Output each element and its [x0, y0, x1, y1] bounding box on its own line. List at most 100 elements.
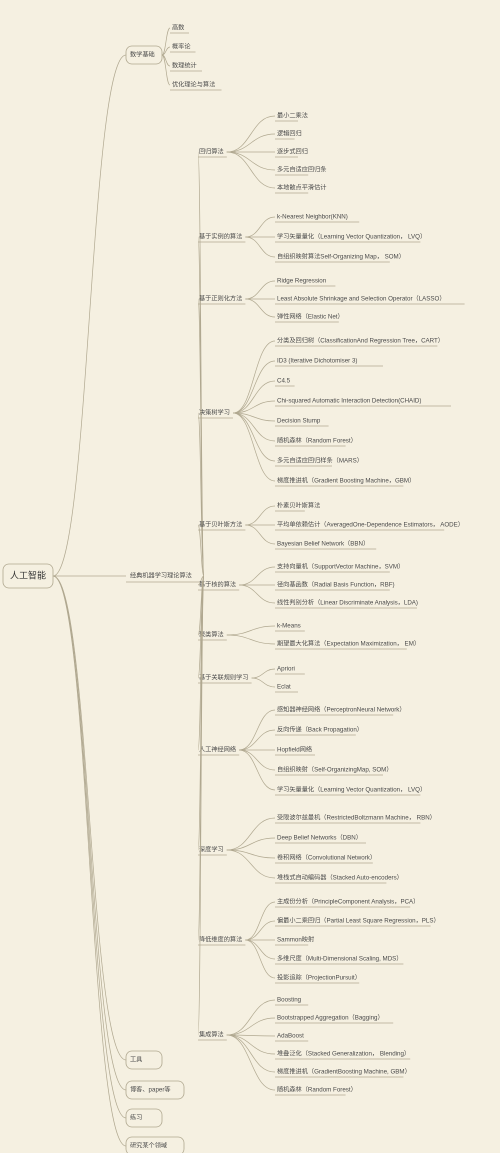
leaf-nn-1: 反向传递（Back Propagation）: [277, 726, 363, 734]
branch-root-tool: [53, 576, 126, 1060]
leaf-dim-2: Sammon映射: [277, 936, 314, 944]
l1-label-tool: 工具: [130, 1057, 142, 1064]
branch-dim-3: [245, 940, 275, 959]
branch-reg-0: [227, 116, 275, 152]
leaf-tree-0: 分类及回归树（ClassificationAnd Regression Tree…: [277, 337, 444, 345]
leaf-dim-4: 投影追踪（ProjectionPursuit）: [277, 974, 361, 982]
leaf-clus-1: 期望最大化算法（Expectation Maximization， EM）: [277, 640, 420, 648]
leaf-ens-5: 随机森林（Random Forest）: [277, 1086, 357, 1094]
leaf-reg-2: 逐步式回归: [277, 148, 308, 156]
branch-root-blog: [53, 576, 126, 1090]
leaf-reg-3: 多元自适应回归条: [277, 166, 327, 174]
branch-tree-6: [233, 413, 275, 461]
leaf-asso-0: Apriori: [277, 666, 295, 673]
leaf-nn-4: 学习矢量量化（Learning Vector Quantization， LVQ…: [277, 786, 426, 794]
l1-label-res: 研究某个领域: [130, 1142, 167, 1150]
leaf-tree-2: C4.5: [277, 378, 291, 385]
math-leaf-1: 概率论: [172, 43, 191, 51]
branch-ens-0: [227, 1000, 275, 1035]
l2-label-dim: 降低维度的算法: [199, 936, 242, 944]
leaf-tree-5: 随机森林（Random Forest）: [277, 437, 357, 445]
branch-dim-1: [245, 921, 275, 940]
branch-clus-0: [227, 626, 275, 635]
math-leaf-0: 高数: [172, 24, 185, 32]
branch-tree-2: [233, 381, 275, 413]
leaf-nn-3: 自组织映射（Self-OrganizingMap, SOM）: [277, 766, 393, 774]
leaf-bayes-2: Bayesian Belief Network（BBN）: [277, 541, 369, 548]
branch-root-prac: [53, 576, 126, 1118]
leaf-tree-4: Decision Stump: [277, 418, 321, 425]
branch-ens-1: [227, 1018, 275, 1035]
math-leaf-3: 优化理论与算法: [172, 81, 215, 89]
leaf-ens-4: 梯度推进机（GradientBoosting Machine, GBM）: [277, 1068, 411, 1076]
l2-label-bayes: 基于贝叶斯方法: [199, 521, 242, 529]
branch-kern-2: [239, 585, 275, 603]
leaf-tree-7: 梯度推进机（Gradient Boosting Machine，GBM）: [277, 477, 415, 485]
branch-tree-0: [233, 341, 275, 413]
leaf-regz-1: Least Absolute Shrinkage and Selection O…: [277, 296, 446, 303]
l2-label-inst: 基于实例的算法: [199, 233, 242, 241]
branch-regz-2: [245, 299, 275, 317]
branch-kern-0: [239, 567, 275, 585]
leaf-reg-0: 最小二乘法: [277, 112, 308, 120]
leaf-deep-1: Deep Belief Networks（DBN）: [277, 835, 362, 842]
leaf-inst-2: 自组织映射算法Self-Organizing Map， SOM）: [277, 253, 405, 261]
leaf-kern-0: 支持向量机（SupportVector Machine，SVM）: [277, 563, 404, 571]
l2-label-reg: 回归算法: [199, 148, 224, 156]
branch-math-3: [162, 55, 170, 85]
branch-deep-0: [227, 818, 275, 850]
leaf-deep-3: 堆栈式自动编码器（Stacked Auto-encoders）: [277, 874, 403, 882]
leaf-asso-1: Eclat: [277, 684, 291, 691]
leaf-dim-1: 偏最小二乘回归（Partial Least Square Regression，…: [277, 917, 440, 925]
leaf-clus-0: k-Means: [277, 623, 301, 630]
l2-label-deep: 深度学习: [199, 846, 224, 854]
l2-label-ens: 集成算法: [199, 1031, 224, 1039]
branch-nn-0: [239, 710, 275, 750]
leaf-tree-1: ID3 (Iterative Dichotomiser 3): [277, 358, 357, 365]
branch-deep-1: [227, 838, 275, 850]
leaf-deep-2: 卷积网络（Convolutional Network）: [277, 854, 376, 862]
branch-reg-1: [227, 134, 275, 152]
l1-label-blog: 博客、paper等: [130, 1086, 171, 1094]
l2-label-tree: 决策树学习: [199, 409, 230, 417]
branch-dim-0: [245, 902, 275, 940]
l2-label-kern: 基于核的算法: [199, 581, 236, 589]
branch-asso-0: [252, 669, 275, 678]
branch-ens-5: [227, 1035, 275, 1090]
math-leaf-2: 数理统计: [172, 62, 197, 70]
branch-bayes-0: [245, 506, 275, 525]
branch-nn-3: [239, 750, 275, 770]
leaf-dim-3: 多维尺度（Multi-Dimensional Scaling, MDS）: [277, 955, 403, 963]
leaf-reg-1: 逻辑回归: [277, 130, 302, 138]
leaf-inst-0: k-Nearest Neighbor(KNN): [277, 214, 348, 221]
leaf-nn-2: Hopfield网络: [277, 746, 312, 754]
branch-root-math: [53, 55, 126, 576]
leaf-ens-2: AdaBoost: [277, 1033, 304, 1040]
leaf-ens-3: 堆叠泛化（Stacked Generalization， Blending）: [277, 1050, 410, 1058]
branch-reg-4: [227, 152, 275, 188]
branch-clus-1: [227, 635, 275, 644]
l2-label-asso: 基于关联规则学习: [199, 674, 249, 682]
leaf-regz-2: 弹性网络（Elastic Net）: [277, 313, 344, 321]
branch-ens-3: [227, 1035, 275, 1054]
branch-inst-2: [245, 237, 275, 257]
l2-label-nn: 人工神经网络: [199, 746, 236, 754]
branch-dim-4: [245, 940, 275, 978]
mindmap-canvas: 人工智能数学基础经典机器学习理论算法工具博客、paper等练习研究某个领域高数概…: [0, 0, 500, 1153]
branch-root-res: [53, 576, 126, 1146]
leaf-reg-4: 本地散点平滑估计: [277, 184, 327, 192]
leaf-kern-2: 线性判别分析（Linear Discriminate Analysis，LDA): [277, 599, 418, 607]
leaf-deep-0: 受限波尔兹曼机（RestrictedBoltzmann Machine， RBN…: [277, 814, 436, 822]
l1-label-math: 数学基础: [130, 51, 155, 59]
leaf-tree-3: Chi-squared Automatic Interaction Detect…: [277, 398, 421, 405]
branch-tree-7: [233, 413, 275, 481]
branch-tree-1: [233, 361, 275, 413]
leaf-nn-0: 感知器神经网络（PerceptronNeural Network）: [277, 706, 406, 714]
branch-nn-1: [239, 730, 275, 750]
root-label: 人工智能: [10, 569, 46, 580]
leaf-inst-1: 学习矢量量化（Learning Vector Quantization， LVQ…: [277, 233, 426, 241]
l2-label-regz: 基于正则化方法: [199, 295, 242, 303]
leaf-bayes-1: 平均单依赖估计（AveragedOne-Dependence Estimator…: [277, 521, 464, 529]
leaf-bayes-0: 朴素贝叶斯算法: [277, 502, 320, 510]
branch-bayes-2: [245, 525, 275, 544]
